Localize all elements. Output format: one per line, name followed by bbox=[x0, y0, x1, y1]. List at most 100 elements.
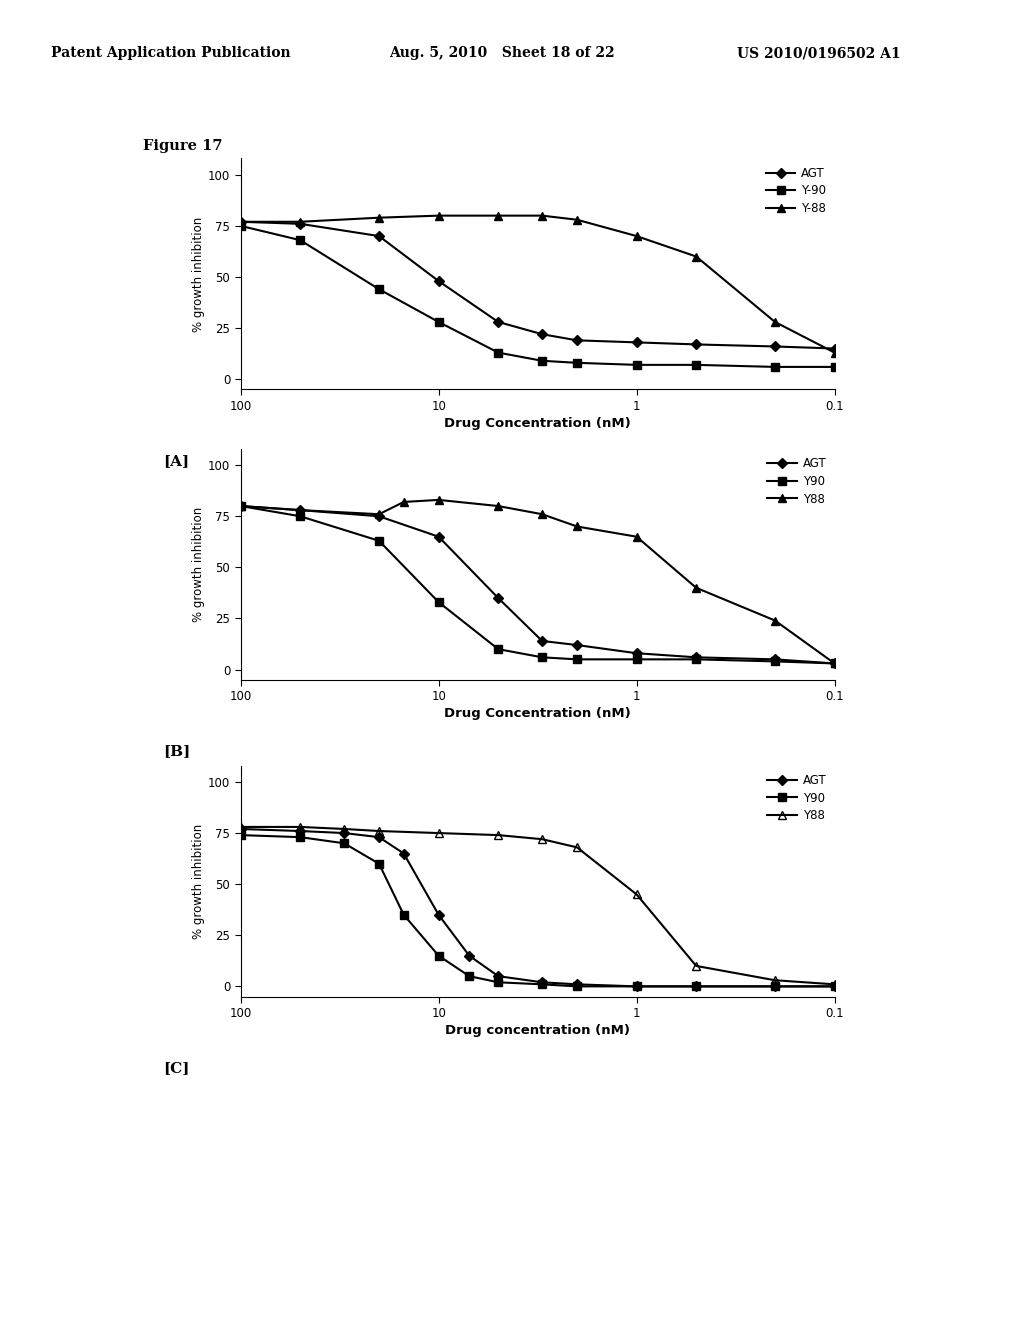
Y-axis label: % growth inhibition: % growth inhibition bbox=[193, 507, 205, 622]
AGT bbox=[373, 228, 385, 244]
Text: Patent Application Publication: Patent Application Publication bbox=[51, 46, 291, 61]
AGT bbox=[463, 948, 475, 964]
Text: [C]: [C] bbox=[164, 1061, 189, 1076]
Line: Y88: Y88 bbox=[237, 496, 839, 668]
Y-88 bbox=[294, 214, 306, 230]
AGT bbox=[828, 978, 841, 994]
Y88 bbox=[294, 502, 306, 517]
AGT bbox=[631, 334, 643, 350]
AGT bbox=[294, 502, 306, 517]
Y-88 bbox=[536, 207, 548, 223]
AGT bbox=[570, 333, 583, 348]
Y90 bbox=[294, 508, 306, 524]
AGT bbox=[828, 656, 841, 672]
Y88 bbox=[294, 818, 306, 834]
Y88 bbox=[769, 973, 781, 989]
AGT bbox=[690, 337, 702, 352]
Y-90 bbox=[769, 359, 781, 375]
AGT bbox=[373, 508, 385, 524]
Y90 bbox=[294, 829, 306, 845]
Y88 bbox=[234, 818, 247, 834]
Y90 bbox=[828, 656, 841, 672]
Y-90 bbox=[493, 345, 505, 360]
AGT bbox=[493, 590, 505, 606]
Y90 bbox=[493, 974, 505, 990]
Y88 bbox=[828, 656, 841, 672]
Y90 bbox=[769, 653, 781, 669]
Y-88 bbox=[690, 248, 702, 264]
Y90 bbox=[631, 652, 643, 668]
Y88 bbox=[631, 887, 643, 903]
AGT bbox=[570, 977, 583, 993]
Y-88 bbox=[570, 211, 583, 227]
Text: [B]: [B] bbox=[164, 744, 190, 759]
Text: US 2010/0196502 A1: US 2010/0196502 A1 bbox=[737, 46, 901, 61]
Line: AGT: AGT bbox=[237, 218, 839, 352]
Y-90 bbox=[432, 314, 444, 330]
AGT bbox=[294, 824, 306, 840]
AGT bbox=[432, 273, 444, 289]
Y88 bbox=[373, 507, 385, 523]
Y-90 bbox=[828, 359, 841, 375]
Y-88 bbox=[234, 214, 247, 230]
AGT bbox=[432, 529, 444, 545]
X-axis label: Drug Concentration (nM): Drug Concentration (nM) bbox=[444, 417, 631, 430]
Y90 bbox=[690, 978, 702, 994]
Line: Y-88: Y-88 bbox=[237, 211, 839, 356]
AGT bbox=[690, 649, 702, 665]
Y90 bbox=[234, 498, 247, 513]
Y-90 bbox=[294, 232, 306, 248]
Line: Y90: Y90 bbox=[237, 832, 839, 990]
Legend: AGT, Y-90, Y-88: AGT, Y-90, Y-88 bbox=[764, 164, 828, 218]
Y90 bbox=[570, 978, 583, 994]
Y-90 bbox=[234, 218, 247, 234]
AGT bbox=[769, 338, 781, 354]
Y88 bbox=[432, 492, 444, 508]
Text: Figure 17: Figure 17 bbox=[143, 139, 223, 153]
Line: Y90: Y90 bbox=[237, 502, 839, 668]
Y90 bbox=[493, 642, 505, 657]
Y-90 bbox=[690, 356, 702, 372]
AGT bbox=[570, 638, 583, 653]
Y88 bbox=[690, 958, 702, 974]
Y-88 bbox=[373, 210, 385, 226]
AGT bbox=[234, 498, 247, 513]
Y88 bbox=[536, 832, 548, 847]
X-axis label: Drug concentration (nM): Drug concentration (nM) bbox=[445, 1024, 630, 1038]
Y88 bbox=[631, 529, 643, 545]
AGT bbox=[631, 645, 643, 661]
X-axis label: Drug Concentration (nM): Drug Concentration (nM) bbox=[444, 708, 631, 721]
AGT bbox=[294, 216, 306, 232]
Y88 bbox=[690, 579, 702, 595]
Y88 bbox=[769, 612, 781, 628]
AGT bbox=[493, 314, 505, 330]
Y88 bbox=[397, 494, 410, 510]
Y90 bbox=[338, 836, 350, 851]
Y90 bbox=[234, 828, 247, 843]
Y88 bbox=[338, 821, 350, 837]
Y90 bbox=[631, 978, 643, 994]
Y90 bbox=[432, 948, 444, 964]
Y-88 bbox=[631, 228, 643, 244]
Y-88 bbox=[493, 207, 505, 223]
AGT bbox=[493, 969, 505, 985]
Y-axis label: % growth inhibition: % growth inhibition bbox=[193, 824, 205, 939]
Y88 bbox=[570, 519, 583, 535]
Y90 bbox=[570, 652, 583, 668]
Y88 bbox=[432, 825, 444, 841]
Y90 bbox=[690, 652, 702, 668]
Y90 bbox=[373, 855, 385, 871]
Y-90 bbox=[373, 281, 385, 297]
Y-axis label: % growth inhibition: % growth inhibition bbox=[193, 216, 205, 331]
Y90 bbox=[463, 969, 475, 985]
Y88 bbox=[493, 828, 505, 843]
Text: Aug. 5, 2010   Sheet 18 of 22: Aug. 5, 2010 Sheet 18 of 22 bbox=[389, 46, 614, 61]
AGT bbox=[536, 974, 548, 990]
AGT bbox=[338, 825, 350, 841]
AGT bbox=[536, 326, 548, 342]
Y-88 bbox=[769, 314, 781, 330]
Y90 bbox=[373, 533, 385, 549]
Y90 bbox=[828, 978, 841, 994]
AGT bbox=[234, 214, 247, 230]
AGT bbox=[631, 978, 643, 994]
